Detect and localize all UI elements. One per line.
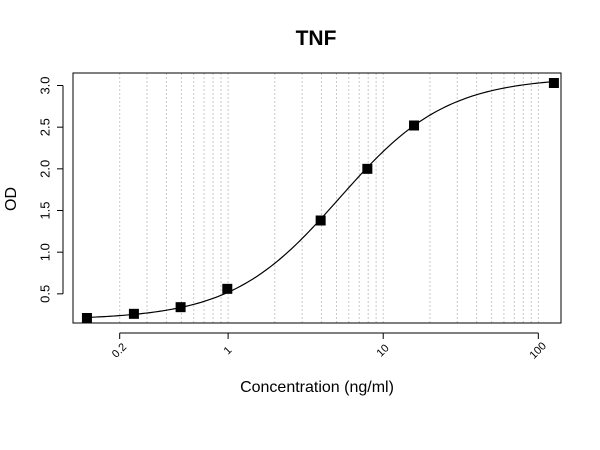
x-axis: 0.2 1 10 100 <box>110 332 549 362</box>
data-point <box>315 215 326 226</box>
fit-curve <box>86 81 554 319</box>
data-point <box>362 163 373 174</box>
x-axis-label: Concentration (ng/ml) <box>240 379 394 396</box>
grid-lines <box>72 73 539 323</box>
y-axis-label: OD <box>3 187 20 211</box>
x-tick-label: 0.2 <box>110 341 129 360</box>
data-point <box>409 120 420 131</box>
data-point <box>81 313 92 323</box>
data-point <box>128 308 139 319</box>
y-tick-label: 2.0 <box>37 160 52 178</box>
plot-frame <box>72 72 562 324</box>
x-tick-label: 100 <box>527 340 548 361</box>
y-tick-label: 1.5 <box>37 201 52 219</box>
y-tick-label: 3.0 <box>37 76 52 94</box>
fit-curve-layer <box>86 81 554 319</box>
y-tick-label: 1.0 <box>37 243 52 261</box>
y-axis: 0.5 1.0 1.5 2.0 2.5 3.0 <box>37 76 64 303</box>
data-point <box>222 283 233 294</box>
x-tick-label: 10 <box>375 342 392 359</box>
chart-title: TNF <box>296 27 337 50</box>
data-points-layer <box>81 78 559 323</box>
data-point <box>175 302 186 313</box>
data-point <box>548 78 559 88</box>
x-tick-label: 1 <box>222 344 235 357</box>
y-tick-label: 0.5 <box>37 285 52 303</box>
y-tick-label: 2.5 <box>37 118 52 136</box>
